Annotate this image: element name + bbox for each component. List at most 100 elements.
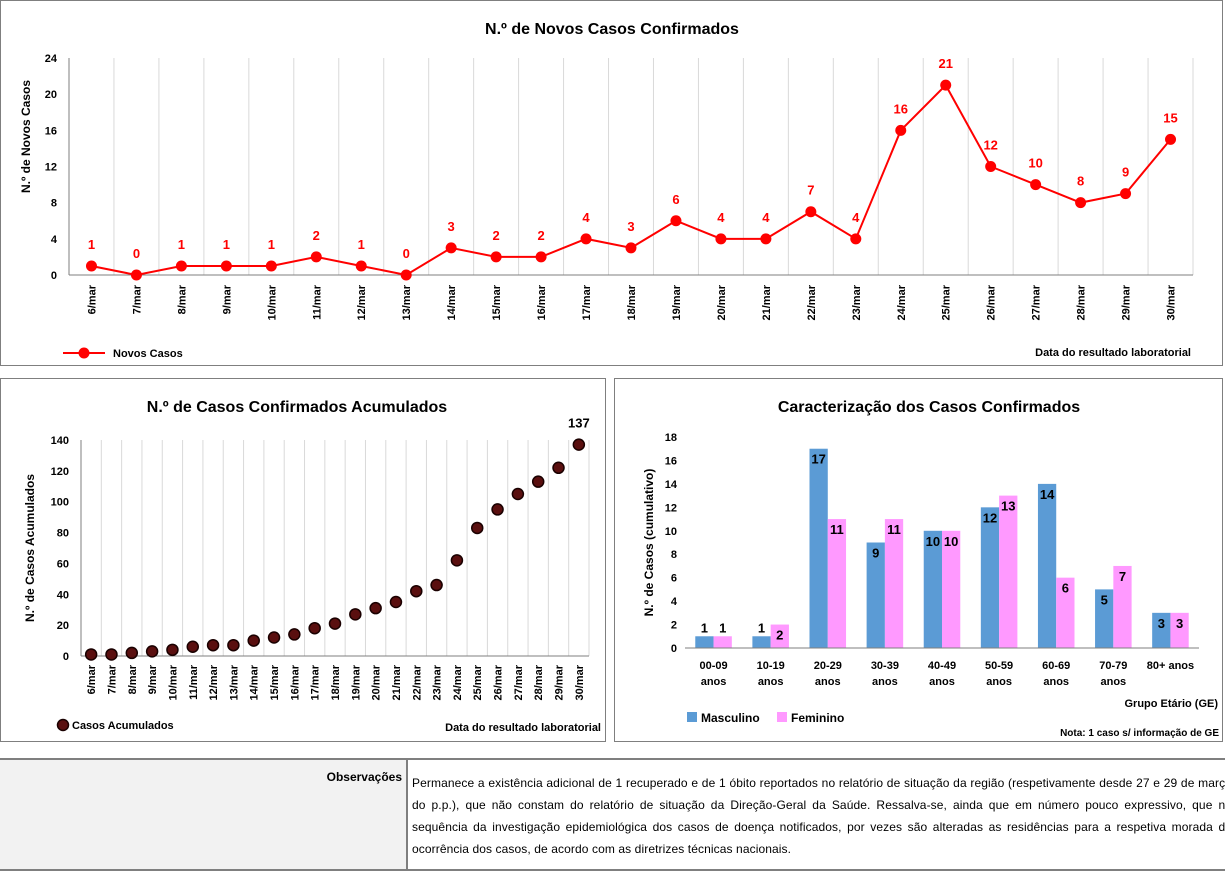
x-tick-label: 7/mar: [106, 664, 118, 694]
legend-swatch: [687, 712, 697, 722]
data-point: [670, 215, 682, 227]
data-point: [491, 503, 504, 516]
bar: [1037, 483, 1057, 648]
x-tick-label: 28/mar: [1076, 284, 1088, 320]
data-point: [175, 260, 187, 272]
x-tick-label: 23/mar: [432, 664, 444, 700]
data-point: [985, 161, 997, 172]
y-tick-label: 140: [51, 435, 69, 447]
y-tick-label: 40: [57, 589, 69, 601]
data-label: 2: [313, 228, 320, 243]
data-point: [625, 242, 637, 254]
x-tick-label: 9/mar: [147, 664, 159, 694]
x-tick-label: anos: [758, 676, 784, 688]
x-tick-label: anos: [1100, 676, 1126, 688]
data-point: [355, 260, 367, 272]
x-tick-label: 6/mar: [86, 284, 98, 314]
data-label-last: 137: [568, 416, 590, 431]
bar-label: 9: [872, 546, 879, 561]
data-label: 4: [762, 210, 770, 225]
observations-label-cell: Observações: [0, 760, 408, 869]
data-label: 4: [717, 210, 725, 225]
bar: [866, 542, 885, 648]
bar-label: 6: [1062, 581, 1069, 596]
x-tick-label: anos: [929, 676, 955, 688]
data-label: 10: [1028, 156, 1042, 171]
y-tick-label: 4: [51, 234, 58, 246]
x-tick-label: 19/mar: [671, 284, 683, 320]
x-tick-label: 17/mar: [581, 284, 593, 320]
data-point: [450, 554, 464, 567]
data-label: 0: [133, 246, 140, 261]
x-tick-label: 21/mar: [391, 664, 403, 700]
x-tick-label: 30/mar: [1166, 284, 1178, 320]
x-tick-label: 22/mar: [806, 284, 818, 320]
y-tick-label: 20: [57, 620, 69, 632]
data-point: [369, 601, 382, 615]
x-tick-label: 16/mar: [536, 284, 548, 320]
data-label: 9: [1122, 165, 1129, 180]
bar-label: 2: [776, 628, 783, 643]
y-tick-label: 16: [665, 455, 677, 467]
data-label: 21: [938, 56, 952, 71]
bar-label: 3: [1158, 616, 1165, 631]
data-point: [535, 251, 547, 263]
x-tick-label: 8/mar: [127, 664, 139, 694]
x-tick-label: 18/mar: [330, 664, 342, 700]
x-axis-title: Data do resultado laboratorial: [1035, 347, 1191, 359]
y-tick-label: 100: [51, 497, 69, 509]
data-label: 7: [807, 183, 814, 198]
x-tick-label: 29/mar: [1121, 284, 1133, 320]
chart-note: Nota: 1 caso s/ informação de GE: [1060, 728, 1219, 739]
y-tick-label: 18: [665, 432, 677, 444]
legend-label: Novos Casos: [113, 348, 183, 360]
bar: [752, 636, 771, 648]
data-point: [220, 260, 232, 272]
bar: [770, 624, 789, 648]
data-point: [349, 608, 362, 621]
x-tick-label: 10/mar: [266, 284, 278, 320]
x-tick-label: 6/mar: [86, 664, 98, 694]
bar-label: 11: [887, 522, 901, 537]
bar-label: 7: [1119, 569, 1126, 584]
bar-label: 5: [1101, 592, 1108, 607]
bar-label: 1: [719, 620, 726, 635]
x-tick-label: 20/mar: [371, 664, 383, 700]
data-label: 4: [852, 210, 860, 225]
x-tick-label: 18/mar: [626, 284, 638, 320]
x-tick-label: 14/mar: [249, 664, 261, 700]
x-tick-label: anos: [1043, 676, 1069, 688]
data-label: 8: [1077, 174, 1084, 189]
bar: [809, 448, 828, 648]
age-group-chart: Caracterização dos Casos Confirmados 0 2 4 6…: [642, 399, 1219, 739]
chart-title: N.º de Novos Casos Confirmados: [485, 21, 739, 38]
x-tick-label: 70-79: [1099, 660, 1127, 672]
data-point: [1165, 133, 1177, 145]
data-point: [85, 260, 97, 272]
x-tick-label: 27/mar: [513, 664, 525, 700]
data-label: 0: [403, 246, 410, 261]
data-point: [940, 79, 952, 91]
y-tick-label: 2: [671, 620, 677, 632]
bar-label: 17: [811, 452, 825, 467]
data-label: 4: [582, 210, 590, 225]
x-tick-label: 50-59: [985, 660, 1013, 672]
data-point: [145, 645, 159, 658]
x-tick-label: anos: [701, 676, 727, 688]
x-tick-label: 30/mar: [574, 664, 586, 700]
x-tick-label: 10/mar: [167, 664, 179, 700]
bar: [980, 507, 1000, 648]
y-tick-label: 6: [671, 573, 677, 585]
legend-marker: [78, 347, 90, 359]
data-point: [227, 638, 240, 652]
y-tick-label: 12: [45, 162, 57, 174]
x-tick-label: 12/mar: [208, 664, 220, 700]
data-point: [186, 640, 200, 653]
bar: [1113, 565, 1132, 648]
data-point: [445, 242, 457, 254]
data-point: [310, 251, 322, 263]
bar: [695, 636, 714, 648]
x-tick-label: 00-09: [699, 660, 727, 672]
x-tick-label: 26/mar: [493, 664, 505, 700]
legend-label: Masculino: [701, 711, 760, 725]
